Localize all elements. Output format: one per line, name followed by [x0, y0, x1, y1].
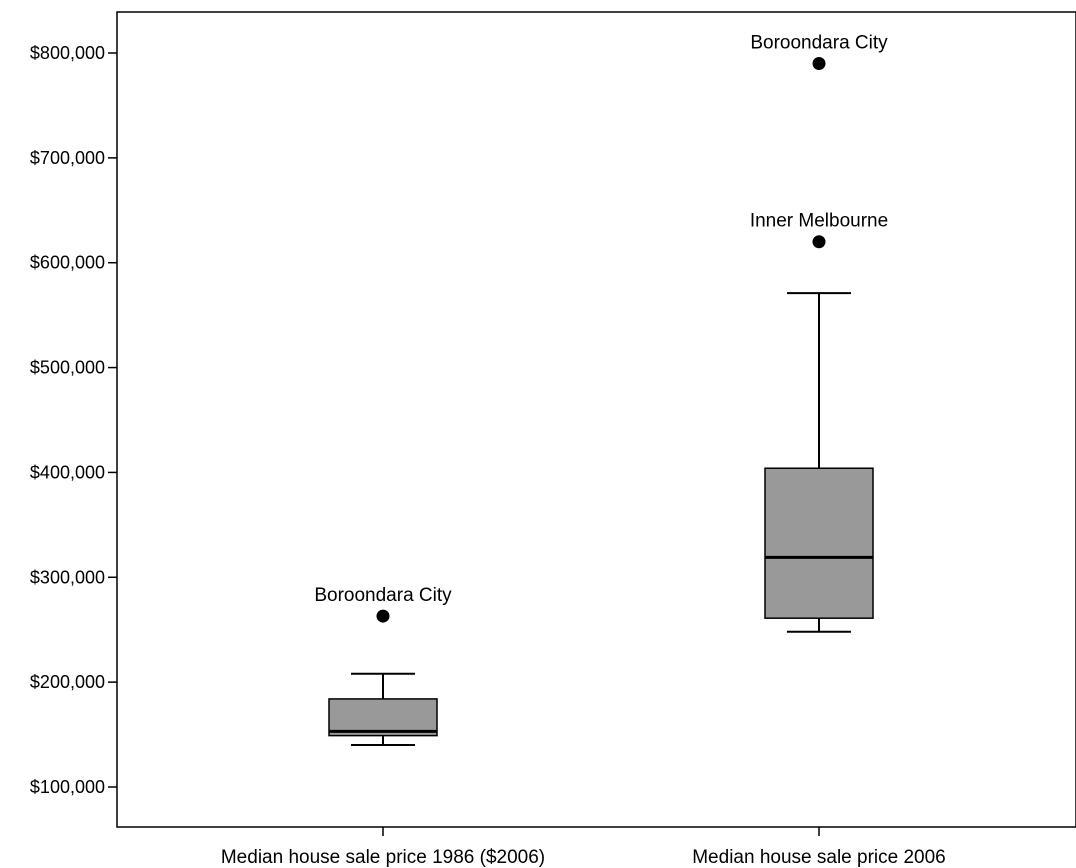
x-category-label: Median house sale price 1986 ($2006)	[221, 847, 545, 868]
outlier-point	[376, 609, 390, 623]
y-tick-label: $500,000	[30, 358, 105, 378]
outlier-label: Inner Melbourne	[750, 211, 888, 232]
outlier-label: Boroondara City	[750, 32, 888, 53]
x-axis: Median house sale price 1986 ($2006) Medi…	[221, 827, 946, 868]
box-group: Inner Melbourne Boroondara City	[750, 32, 888, 633]
y-tick-label: $100,000	[30, 777, 105, 797]
y-tick-label: $600,000	[30, 253, 105, 273]
outlier-label: Boroondara City	[314, 585, 452, 606]
iqr-box	[328, 698, 438, 737]
outlier-point	[812, 56, 826, 70]
plot-frame	[116, 11, 1076, 828]
y-axis: $100,000 $200,000 $300,000 $400,000 $500,000…	[30, 43, 117, 797]
iqr-box	[764, 467, 874, 619]
boxes: Boroondara City Inner Melbourne Boroondara…	[314, 32, 888, 747]
y-tick-label: $700,000	[30, 148, 105, 168]
y-tick-label: $200,000	[30, 672, 105, 692]
y-tick-label: $300,000	[30, 567, 105, 587]
outlier-point	[812, 235, 826, 249]
y-tick-label: $800,000	[30, 43, 105, 63]
y-tick-label: $400,000	[30, 462, 105, 482]
plot-border	[116, 11, 1076, 828]
x-category-label: Median house sale price 2006	[692, 847, 946, 868]
box-group: Boroondara City	[314, 585, 452, 747]
